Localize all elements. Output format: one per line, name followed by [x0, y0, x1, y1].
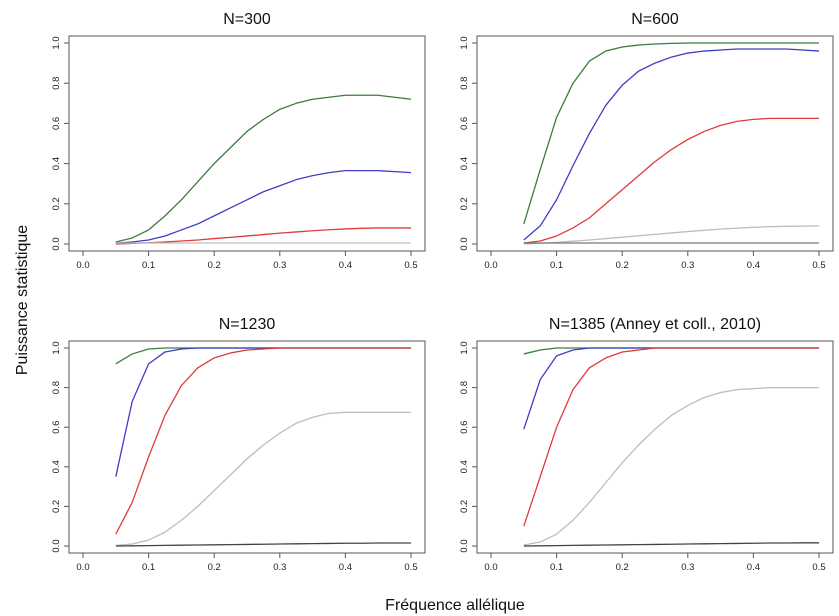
y-tick-label: 1.0 [51, 36, 62, 49]
x-tick-label: 0.0 [484, 260, 497, 271]
chart-panel-2: N=600 0.0 0.1 0.2 0.3 0.4 0.5 0.0 0.2 0.4 0.6 0.8 1.… [459, 11, 834, 271]
panel-title: N=600 [631, 11, 679, 28]
x-tick-label: 0.3 [273, 260, 286, 271]
y-tick-label: 1.0 [51, 341, 62, 354]
series-line-4 [523, 225, 820, 245]
series-line-3 [115, 347, 411, 535]
y-tick-label: 0.4 [459, 460, 470, 473]
x-tick-label: 0.4 [339, 260, 352, 271]
y-tick-label: 0.0 [51, 237, 62, 250]
series-line-3 [115, 227, 411, 245]
x-tick-label: 0.3 [681, 562, 694, 573]
plot-frame [68, 35, 426, 252]
panel-title: N=1385 (Anney et coll., 2010) [549, 316, 761, 333]
x-tick-label: 0.2 [208, 260, 221, 271]
y-tick-label: 0.8 [51, 77, 62, 90]
series-line-1 [115, 94, 412, 243]
series-line-1 [523, 42, 819, 225]
x-tick-label: 0.4 [747, 562, 760, 573]
x-tick-label: 0.1 [550, 260, 563, 271]
x-axis-title: Fréquence allélique [385, 597, 525, 614]
x-tick-label: 0.3 [273, 562, 286, 573]
x-tick-label: 0.4 [339, 562, 352, 573]
x-tick-label: 0.5 [404, 260, 417, 271]
y-tick-label: 0.6 [51, 421, 62, 434]
y-tick-label: 0.2 [459, 197, 470, 210]
x-tick-label: 0.2 [616, 562, 629, 573]
x-tick-label: 0.1 [550, 562, 563, 573]
series-line-4 [115, 411, 411, 547]
x-tick-label: 0.5 [812, 562, 825, 573]
panel-title: N=300 [223, 11, 271, 28]
y-tick-label: 0.0 [459, 237, 470, 250]
x-tick-label: 0.0 [76, 260, 89, 271]
x-tick-label: 0.0 [484, 562, 497, 573]
y-tick-label: 0.4 [459, 157, 470, 170]
series-line-3 [523, 347, 819, 527]
x-tick-label: 0.5 [404, 562, 417, 573]
series-line-2 [523, 48, 820, 241]
y-tick-label: 0.0 [51, 539, 62, 552]
y-tick-label: 0.2 [51, 500, 62, 513]
y-tick-label: 0.8 [459, 77, 470, 90]
y-tick-label: 0.8 [459, 381, 470, 394]
y-tick-label: 1.0 [459, 341, 470, 354]
y-tick-label: 0.6 [51, 117, 62, 130]
x-tick-label: 0.1 [142, 260, 155, 271]
y-tick-label: 0.4 [51, 460, 62, 473]
series-line-5 [523, 542, 819, 547]
plot-frame [68, 340, 426, 554]
chart-panel-4: N=1385 (Anney et coll., 2010) 0.0 0.1 0.2 0.… [459, 316, 834, 573]
x-tick-label: 0.2 [208, 562, 221, 573]
series-line-1 [523, 347, 819, 355]
y-tick-label: 0.2 [51, 197, 62, 210]
plot-frame [476, 35, 834, 252]
y-tick-label: 0.8 [51, 381, 62, 394]
chart-panel-1: N=300 0.0 0.1 0.2 0.3 0.4 0.5 0.0 0.2 0.4 0.6 0.8 1.… [51, 11, 426, 271]
series-line-2 [115, 169, 412, 244]
x-tick-label: 0.0 [76, 562, 89, 573]
x-tick-label: 0.4 [747, 260, 760, 271]
y-tick-label: 1.0 [459, 36, 470, 49]
y-tick-label: 0.2 [459, 500, 470, 513]
x-tick-label: 0.5 [812, 260, 825, 271]
y-tick-label: 0.6 [459, 117, 470, 130]
chart-panel-3: N=1230 0.0 0.1 0.2 0.3 0.4 0.5 0.0 0.2 0.4 0.6 0.8 1… [51, 316, 426, 573]
series-line-4 [523, 386, 819, 546]
x-tick-label: 0.3 [681, 260, 694, 271]
x-tick-label: 0.2 [616, 260, 629, 271]
series-line-5 [115, 542, 411, 547]
chart-panels: N=300 0.0 0.1 0.2 0.3 0.4 0.5 0.0 0.2 0.4 0.6 0.8 1.… [51, 11, 834, 573]
plot-frame [476, 340, 834, 554]
y-axis-title: Puissance statistique [14, 225, 31, 375]
y-tick-label: 0.0 [459, 539, 470, 552]
panel-title: N=1230 [219, 316, 276, 333]
x-tick-label: 0.1 [142, 562, 155, 573]
series-line-2 [523, 347, 819, 430]
y-tick-label: 0.4 [51, 157, 62, 170]
y-tick-label: 0.6 [459, 421, 470, 434]
series-line-3 [523, 117, 819, 244]
